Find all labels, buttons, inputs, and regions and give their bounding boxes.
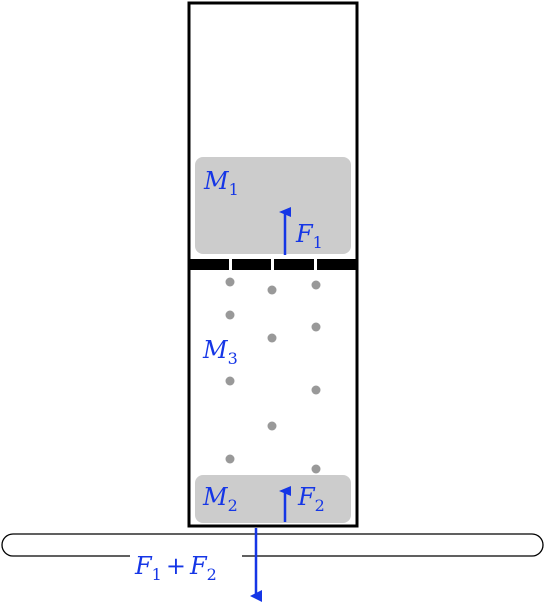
block-m2 xyxy=(195,475,351,523)
gas-particles xyxy=(225,277,321,474)
gas-particle xyxy=(311,385,321,395)
support-bar xyxy=(1,533,544,557)
gas-particle xyxy=(267,333,277,343)
gas-particle xyxy=(311,464,321,474)
gas-particle xyxy=(267,421,277,431)
label-m2: M2 xyxy=(202,483,238,515)
gas-particle xyxy=(225,376,235,386)
total-label-bg xyxy=(130,548,242,580)
label-m3: M3 xyxy=(202,336,238,368)
label-f2: F2 xyxy=(297,483,325,515)
label-m1: M1 xyxy=(203,167,239,199)
gas-particle xyxy=(225,277,235,287)
partition xyxy=(189,259,357,270)
gas-particle xyxy=(225,310,235,320)
gas-particle xyxy=(225,454,235,464)
gas-particle xyxy=(267,285,277,295)
gas-particle xyxy=(311,322,321,332)
label-total: F1 + F2 xyxy=(134,552,217,584)
label-f1: F1 xyxy=(295,220,323,252)
gas-particle xyxy=(311,280,321,290)
block-m1 xyxy=(195,157,351,254)
